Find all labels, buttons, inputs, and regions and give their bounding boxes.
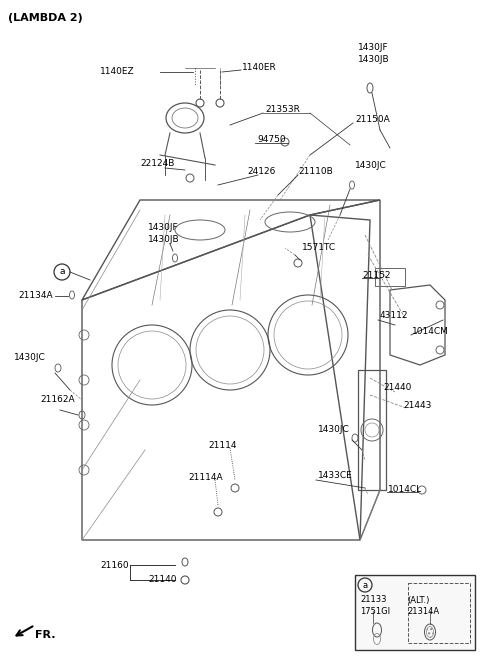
Text: 1433CE: 1433CE <box>318 472 353 480</box>
Text: 1430JC: 1430JC <box>14 354 46 363</box>
Text: a: a <box>362 581 368 590</box>
Text: 21110B: 21110B <box>298 167 333 176</box>
Text: 1014CL: 1014CL <box>388 485 422 495</box>
Text: 21152: 21152 <box>362 270 391 279</box>
Text: 21443: 21443 <box>403 401 432 409</box>
Text: 1430JB: 1430JB <box>148 236 180 245</box>
Text: 1430JC: 1430JC <box>318 426 350 434</box>
Text: 21133: 21133 <box>360 596 386 604</box>
Text: 43112: 43112 <box>380 312 408 321</box>
Text: 1571TC: 1571TC <box>302 243 336 253</box>
Text: 1140EZ: 1140EZ <box>100 68 134 77</box>
Text: 24126: 24126 <box>247 167 276 176</box>
Text: 22124B: 22124B <box>140 159 174 167</box>
Bar <box>358 370 386 490</box>
Text: (LAMBDA 2): (LAMBDA 2) <box>8 13 83 23</box>
Bar <box>408 583 470 643</box>
Text: 21160: 21160 <box>100 560 129 569</box>
Text: 1430JC: 1430JC <box>355 161 387 169</box>
Text: 1430JF: 1430JF <box>358 43 389 52</box>
Text: 1430JF: 1430JF <box>148 224 179 232</box>
Text: 21114A: 21114A <box>188 472 223 482</box>
Text: a: a <box>59 268 65 276</box>
Text: 21353R: 21353R <box>265 106 300 115</box>
Text: 21140: 21140 <box>148 575 177 584</box>
Text: 1140ER: 1140ER <box>242 64 277 73</box>
Text: (ALT.): (ALT.) <box>407 596 430 604</box>
Text: 21314A: 21314A <box>407 607 439 615</box>
Text: 1014CM: 1014CM <box>412 327 449 337</box>
Text: 21134A: 21134A <box>18 291 53 300</box>
Text: 94750: 94750 <box>257 136 286 144</box>
Text: 1430JB: 1430JB <box>358 56 390 64</box>
Text: FR.: FR. <box>35 630 56 640</box>
Text: 21114: 21114 <box>208 440 237 449</box>
Text: 1751GI: 1751GI <box>360 607 390 615</box>
Bar <box>355 575 475 650</box>
Text: 21440: 21440 <box>383 384 411 392</box>
Bar <box>375 268 405 286</box>
Text: 21150A: 21150A <box>355 115 390 125</box>
Text: 21162A: 21162A <box>40 396 74 405</box>
